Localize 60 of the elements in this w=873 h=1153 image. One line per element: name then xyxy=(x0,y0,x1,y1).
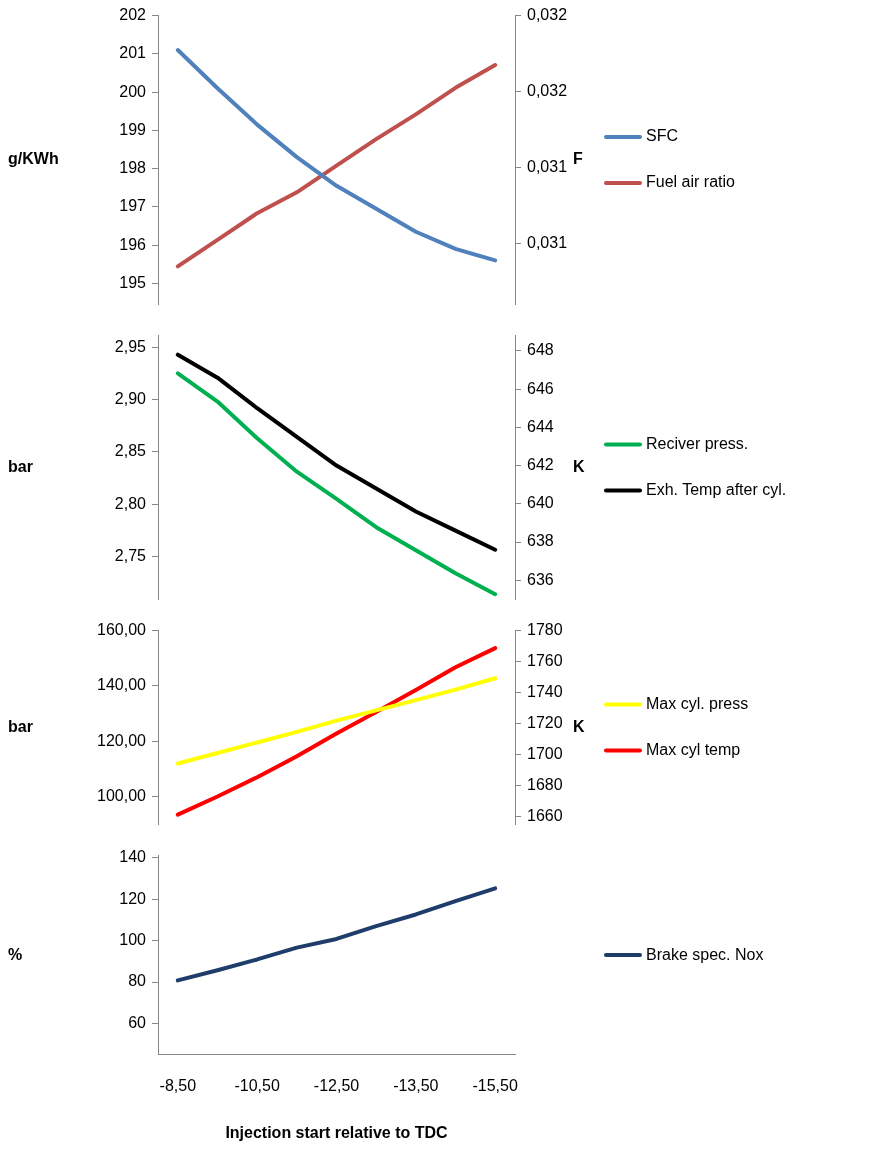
y2-tick-label: 638 xyxy=(527,532,554,550)
y-tick-label: 100,00 xyxy=(97,787,147,805)
y-tick-label: 199 xyxy=(119,120,147,138)
y-tick-label: 140 xyxy=(119,848,147,866)
y2-tick-label: 0,031 xyxy=(527,158,568,176)
y-tick-label: 2,75 xyxy=(114,546,147,564)
legend-label: Brake spec. Nox xyxy=(646,945,764,963)
y-tick-label: 120,00 xyxy=(97,731,147,749)
y2-tick-label: 648 xyxy=(527,341,554,359)
y-tick-label: 195 xyxy=(119,273,147,291)
y-tick-label: 2,85 xyxy=(114,442,147,460)
y-tick-label: 160,00 xyxy=(97,621,147,639)
y2-tick-label: 0,032 xyxy=(527,82,568,100)
legend-label: Exh. Temp after cyl. xyxy=(646,480,787,498)
y-tick-label: 197 xyxy=(119,197,147,215)
y2-tick-label: 1700 xyxy=(527,745,563,763)
y2-tick-label: 640 xyxy=(527,494,554,512)
y2-tick-label: 1740 xyxy=(527,683,563,701)
y-tick-label: 100 xyxy=(119,931,147,948)
legend-label: SFC xyxy=(646,127,678,145)
y-tick-label: 60 xyxy=(128,1013,147,1031)
y2-tick-label: 644 xyxy=(527,417,554,435)
legend-label: Max cyl temp xyxy=(646,740,741,758)
legend-label: Max cyl. press xyxy=(646,694,749,712)
y-tick-label: 80 xyxy=(128,972,147,990)
y2-tick-label: 646 xyxy=(527,379,554,397)
y2-axis-title: K xyxy=(573,717,585,735)
y-axis-title: bar xyxy=(8,717,33,735)
y2-tick-label: 1720 xyxy=(527,714,563,732)
y2-tick-label: 1660 xyxy=(527,807,563,825)
x-tick-label: -8,50 xyxy=(159,1076,197,1094)
y2-tick-label: 636 xyxy=(527,570,554,588)
y-axis-title: % xyxy=(8,945,23,963)
x-tick-label: -15,50 xyxy=(472,1076,518,1094)
y-tick-label: 200 xyxy=(119,82,147,100)
y2-tick-label: 1780 xyxy=(527,621,563,639)
x-tick-label: -10,50 xyxy=(234,1076,280,1094)
x-axis-title: Injection start relative to TDC xyxy=(225,1123,449,1141)
y2-tick-label: 0,032 xyxy=(527,6,568,24)
x-tick-label: -13,50 xyxy=(393,1076,439,1094)
y-tick-label: 2,90 xyxy=(114,389,147,407)
y-tick-label: 201 xyxy=(119,44,147,62)
y2-tick-label: 1680 xyxy=(527,776,563,794)
x-tick-label: -12,50 xyxy=(313,1076,360,1094)
y-axis-title: g/KWh xyxy=(8,150,59,168)
y-tick-label: 140,00 xyxy=(97,676,147,694)
legend-label: Reciver press. xyxy=(646,434,749,452)
y-axis-title: bar xyxy=(8,457,33,475)
y2-tick-label: 642 xyxy=(527,455,554,473)
y-tick-label: 120 xyxy=(119,889,147,907)
y-tick-label: 198 xyxy=(119,159,147,177)
y2-tick-label: 0,031 xyxy=(527,234,568,252)
y-tick-label: 2,80 xyxy=(114,494,147,512)
y-tick-label: 2,95 xyxy=(114,337,147,355)
y-tick-label: 196 xyxy=(119,235,147,253)
legend-label: Fuel air ratio xyxy=(646,173,736,191)
y2-axis-title: F xyxy=(573,150,583,168)
y2-tick-label: 1760 xyxy=(527,652,563,670)
y2-axis-title: K xyxy=(573,457,585,475)
y-tick-label: 202 xyxy=(119,6,147,24)
